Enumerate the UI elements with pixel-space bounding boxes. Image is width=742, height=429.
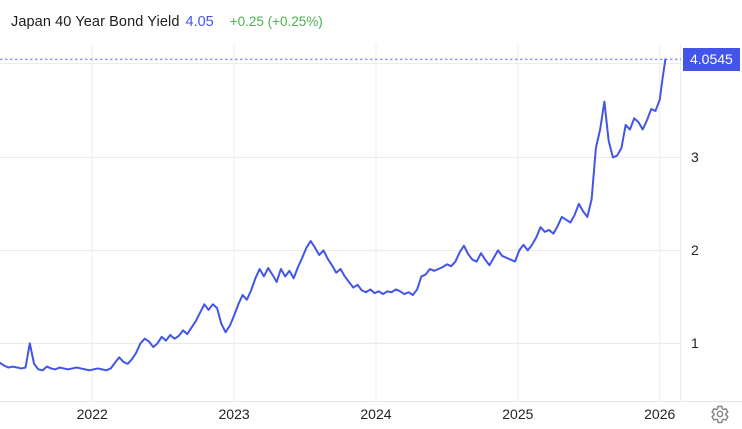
gear-icon bbox=[711, 405, 729, 424]
x-tick-label: 2025 bbox=[502, 406, 534, 422]
chart-settings-button[interactable] bbox=[710, 404, 730, 424]
last-price-badge: 4.0545 bbox=[683, 48, 740, 72]
y-axis: 1 2 3 bbox=[681, 44, 742, 401]
y-tick-label: 1 bbox=[691, 335, 699, 352]
x-tick-label: 2026 bbox=[644, 406, 676, 422]
y-tick-label: 2 bbox=[691, 242, 699, 259]
x-tick-label: 2023 bbox=[218, 406, 250, 422]
price-change-value: +0.25 (+0.25%) bbox=[229, 14, 323, 29]
instrument-title: Japan 40 Year Bond Yield bbox=[11, 14, 180, 30]
yield-series-line bbox=[0, 58, 667, 372]
last-price-value: 4.05 bbox=[185, 14, 214, 30]
vertical-gridlines bbox=[91, 44, 681, 401]
chart-header: Japan 40 Year Bond Yield 4.05 +0.25 (+0.… bbox=[11, 14, 323, 36]
x-axis: 2022 2023 2024 2025 2026 bbox=[0, 401, 742, 426]
y-tick-label: 3 bbox=[691, 149, 699, 166]
x-tick-label: 2024 bbox=[360, 406, 392, 422]
chart-area[interactable]: 1 2 3 4.0545 bbox=[0, 44, 742, 401]
plot-canvas[interactable] bbox=[0, 44, 681, 401]
price-line-chart bbox=[0, 44, 681, 401]
x-tick-label: 2022 bbox=[76, 406, 108, 422]
horizontal-gridlines bbox=[0, 63, 681, 344]
